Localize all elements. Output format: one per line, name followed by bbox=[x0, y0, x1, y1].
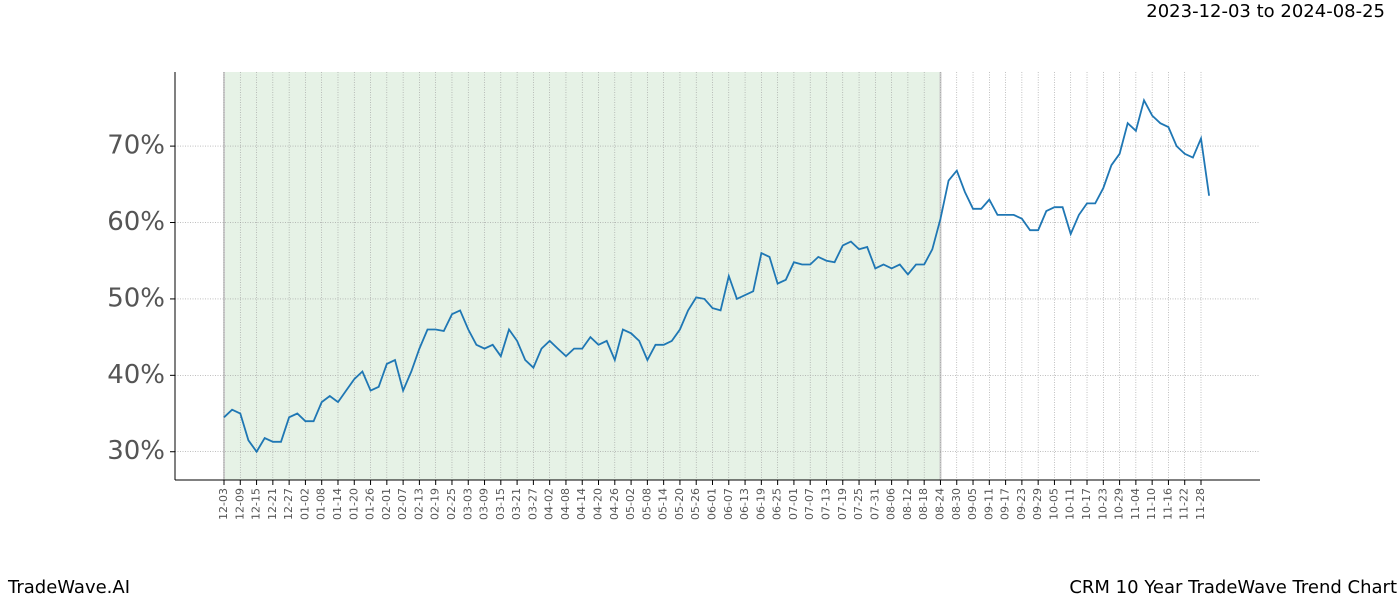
x-tick-label: 07-13 bbox=[819, 488, 832, 520]
x-tick-label: 10-11 bbox=[1064, 488, 1077, 520]
x-tick-label: 01-02 bbox=[298, 488, 311, 520]
x-tick-label: 06-01 bbox=[706, 488, 719, 520]
x-tick-label: 10-05 bbox=[1047, 488, 1060, 520]
x-tick-label: 04-08 bbox=[559, 488, 572, 520]
x-tick-label: 12-15 bbox=[250, 488, 263, 520]
x-tick-label: 08-18 bbox=[917, 488, 930, 520]
x-tick-label: 10-17 bbox=[1080, 488, 1093, 520]
y-tick-label: 50% bbox=[107, 283, 165, 313]
x-tick-label: 09-17 bbox=[999, 488, 1012, 520]
x-tick-label: 06-07 bbox=[722, 488, 735, 520]
x-tick-label: 12-03 bbox=[217, 488, 230, 520]
x-tick-label: 11-22 bbox=[1178, 488, 1191, 520]
x-tick-label: 05-02 bbox=[624, 488, 637, 520]
x-tick-label: 02-13 bbox=[412, 488, 425, 520]
y-tick-label: 60% bbox=[107, 207, 165, 237]
x-tick-label: 04-14 bbox=[575, 488, 588, 520]
date-range: 2023-12-03 to 2024-08-25 bbox=[1146, 1, 1385, 22]
x-tick-label: 01-08 bbox=[315, 488, 328, 520]
x-tick-label: 11-28 bbox=[1194, 488, 1207, 520]
x-tick-label: 11-16 bbox=[1161, 488, 1174, 520]
x-tick-label: 03-15 bbox=[494, 488, 507, 520]
x-tick-label: 05-26 bbox=[689, 488, 702, 520]
x-tick-label: 05-14 bbox=[657, 488, 670, 520]
x-tick-label: 03-27 bbox=[526, 488, 539, 520]
x-tick-label: 07-01 bbox=[787, 488, 800, 520]
x-tick-label: 10-29 bbox=[1113, 488, 1126, 520]
x-tick-label: 01-20 bbox=[347, 488, 360, 520]
x-tick-label: 09-29 bbox=[1031, 488, 1044, 520]
x-tick-label: 01-26 bbox=[364, 488, 377, 520]
x-tick-label: 09-11 bbox=[982, 488, 995, 520]
x-tick-label: 05-08 bbox=[640, 488, 653, 520]
x-tick-label: 02-19 bbox=[429, 488, 442, 520]
x-tick-label: 08-06 bbox=[885, 488, 898, 520]
x-tick-label: 10-23 bbox=[1096, 488, 1109, 520]
x-tick-label: 04-20 bbox=[592, 488, 605, 520]
brand: TradeWave.AI bbox=[7, 577, 130, 598]
caption: CRM 10 Year TradeWave Trend Chart bbox=[1069, 577, 1397, 598]
x-tick-label: 08-12 bbox=[901, 488, 914, 520]
x-tick-label: 02-01 bbox=[380, 488, 393, 520]
x-tick-label: 06-13 bbox=[738, 488, 751, 520]
x-tick-label: 01-14 bbox=[331, 488, 344, 520]
x-tick-label: 12-09 bbox=[233, 488, 246, 520]
x-tick-label: 03-03 bbox=[461, 488, 474, 520]
x-tick-label: 08-30 bbox=[950, 488, 963, 520]
x-tick-label: 04-26 bbox=[608, 488, 621, 520]
x-tick-label: 07-19 bbox=[836, 488, 849, 520]
x-tick-label: 09-05 bbox=[966, 488, 979, 520]
x-tick-label: 07-07 bbox=[803, 488, 816, 520]
x-tick-label: 08-24 bbox=[933, 488, 946, 520]
y-tick-label: 70% bbox=[107, 131, 165, 161]
x-tick-label: 11-04 bbox=[1129, 488, 1142, 520]
y-tick-label: 40% bbox=[107, 360, 165, 390]
x-tick-label: 12-21 bbox=[266, 488, 279, 520]
x-tick-label: 02-07 bbox=[396, 488, 409, 520]
x-tick-label: 12-27 bbox=[282, 488, 295, 520]
x-tick-label: 02-25 bbox=[445, 488, 458, 520]
x-tick-label: 06-19 bbox=[754, 488, 767, 520]
shaded-region bbox=[224, 72, 941, 480]
x-tick-label: 09-23 bbox=[1015, 488, 1028, 520]
x-tick-label: 07-25 bbox=[852, 488, 865, 520]
y-tick-label: 30% bbox=[107, 436, 165, 466]
x-tick-label: 07-31 bbox=[868, 488, 881, 520]
x-tick-label: 03-21 bbox=[510, 488, 523, 520]
x-tick-label: 04-02 bbox=[543, 488, 556, 520]
price-line bbox=[223, 97, 1210, 454]
x-tick-label: 03-09 bbox=[478, 488, 491, 520]
x-tick-label: 05-20 bbox=[673, 488, 686, 520]
x-tick-label: 11-10 bbox=[1145, 488, 1158, 520]
x-tick-label: 06-25 bbox=[771, 488, 784, 520]
